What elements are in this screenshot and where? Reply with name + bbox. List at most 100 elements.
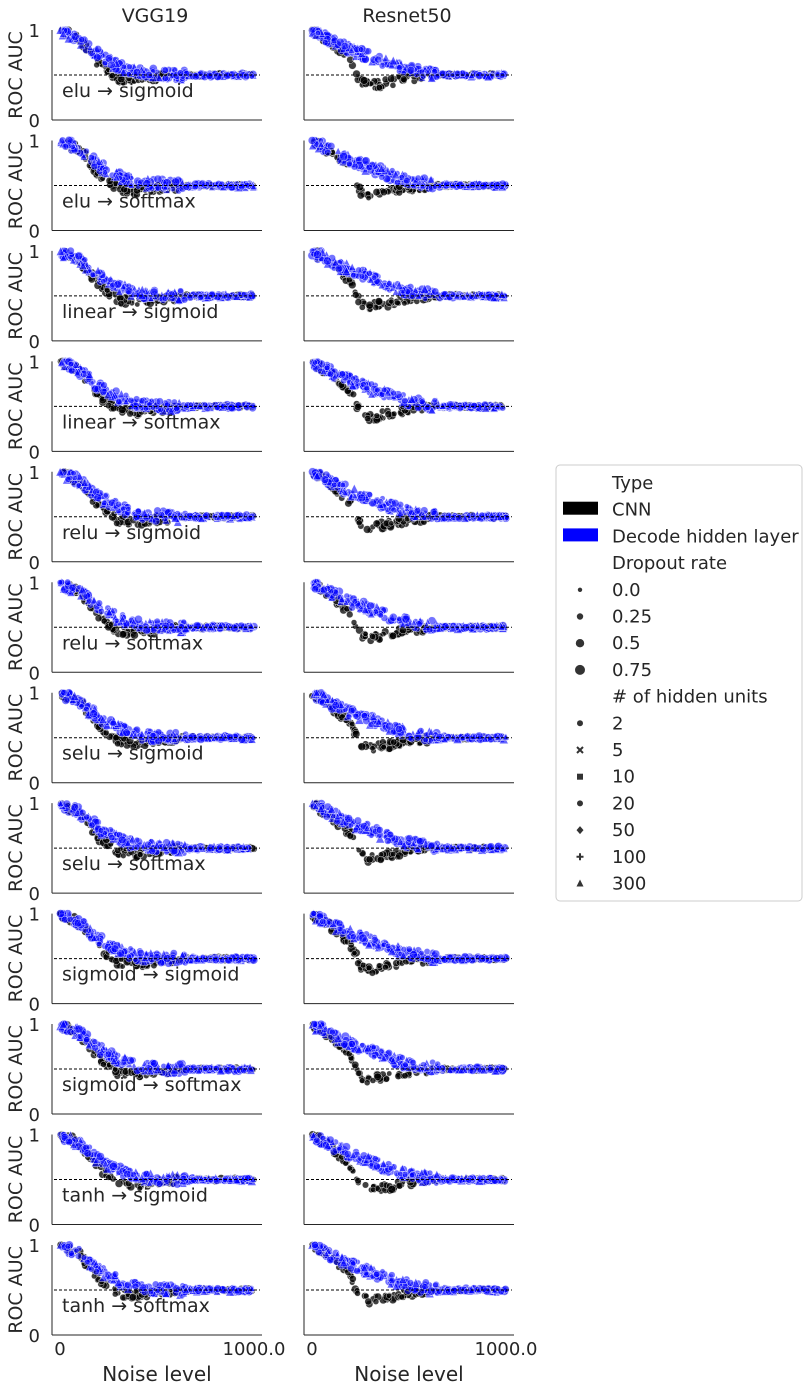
- data-point-decode: [66, 246, 75, 255]
- data-point-decode: [391, 499, 400, 508]
- scatter-points: [56, 246, 257, 309]
- data-point-cnn: [93, 61, 100, 69]
- data-point-decode: [358, 46, 365, 53]
- scatter-points: [307, 246, 509, 313]
- data-point-decode: [455, 514, 464, 523]
- data-point-decode: [431, 397, 438, 404]
- data-point-decode: [443, 180, 450, 188]
- data-point-cnn: [400, 75, 408, 83]
- facet-panel: [303, 357, 514, 452]
- data-point-decode: [98, 608, 105, 615]
- data-point-decode: [469, 623, 476, 630]
- data-point-decode: [149, 287, 159, 297]
- scatter-points: [307, 136, 510, 201]
- data-point-decode: [125, 505, 132, 512]
- data-point-decode: [197, 294, 205, 301]
- data-point-decode: [153, 174, 163, 184]
- data-point-decode: [223, 71, 232, 80]
- data-point-decode: [64, 578, 72, 586]
- y-axis-label: ROC AUC: [5, 142, 27, 230]
- data-point-cnn: [349, 721, 356, 727]
- y-tick-label: 0: [29, 442, 40, 463]
- data-point-decode: [115, 398, 123, 406]
- data-point-decode: [334, 147, 342, 155]
- data-point-decode: [102, 492, 109, 499]
- data-point-decode: [89, 271, 97, 279]
- data-point-decode: [124, 286, 134, 295]
- data-point-cnn: [389, 82, 397, 89]
- data-point-decode: [155, 397, 164, 406]
- data-point-decode: [191, 72, 200, 81]
- data-point-decode: [493, 292, 500, 299]
- y-tick-label: 1: [29, 242, 40, 263]
- data-point-decode: [468, 293, 474, 300]
- data-point-decode: [418, 398, 426, 405]
- data-point-decode: [120, 63, 127, 70]
- data-point-cnn: [388, 520, 395, 527]
- data-point-cnn: [387, 74, 396, 83]
- data-point-decode: [134, 508, 142, 515]
- data-point-decode: [60, 689, 68, 697]
- data-point-decode: [377, 498, 384, 505]
- data-point-cnn: [380, 188, 388, 196]
- data-point-decode: [109, 719, 117, 727]
- data-point-decode: [339, 481, 346, 488]
- y-axis-label: ROC AUC: [5, 31, 27, 119]
- data-point-decode: [107, 60, 116, 69]
- data-point-decode: [390, 389, 397, 397]
- data-point-decode: [381, 386, 388, 393]
- data-point-cnn: [374, 297, 383, 306]
- data-point-decode: [351, 598, 358, 605]
- data-point-decode: [378, 173, 386, 181]
- data-point-decode: [127, 397, 135, 404]
- scatter-points: [57, 577, 259, 640]
- data-point-decode: [381, 53, 391, 62]
- data-point-decode: [68, 584, 77, 592]
- data-point-decode: [445, 512, 453, 520]
- facet-panel: linear → sigmoid: [51, 246, 262, 342]
- data-point-decode: [201, 401, 209, 409]
- y-tick-label: 0: [29, 553, 40, 574]
- data-point-decode: [191, 183, 199, 190]
- data-point-decode: [311, 585, 319, 594]
- data-point-decode: [363, 384, 370, 392]
- y-tick-label: 1: [29, 573, 40, 594]
- y-tick-label: 1: [29, 684, 40, 705]
- data-point-decode: [357, 493, 366, 503]
- data-point-decode: [191, 514, 199, 522]
- data-point-cnn: [356, 519, 363, 527]
- scatter-points: [55, 467, 257, 530]
- y-tick-label: 1: [29, 21, 40, 42]
- data-point-cnn: [401, 300, 408, 307]
- y-tick-label: 1: [29, 131, 40, 152]
- data-point-decode: [57, 579, 64, 586]
- scatter-points: [308, 25, 509, 92]
- data-point-decode: [167, 290, 176, 299]
- data-point-decode: [100, 381, 108, 389]
- data-point-cnn: [385, 745, 394, 753]
- data-point-decode: [171, 177, 181, 187]
- data-point-decode: [227, 403, 236, 412]
- data-point-decode: [75, 482, 82, 489]
- data-point-decode: [218, 180, 226, 188]
- data-point-decode: [226, 733, 234, 741]
- facet-panel: [303, 688, 514, 784]
- scatter-points: [308, 688, 510, 754]
- data-point-decode: [74, 252, 83, 261]
- data-point-decode: [93, 53, 102, 62]
- y-tick-label: 0: [29, 774, 40, 795]
- data-point-decode: [350, 272, 357, 279]
- data-point-decode: [355, 266, 363, 274]
- data-point-decode: [230, 623, 239, 633]
- data-point-decode: [315, 30, 321, 37]
- data-point-decode: [339, 370, 346, 378]
- y-tick-label: 0: [29, 111, 40, 132]
- data-point-decode: [227, 183, 236, 192]
- data-point-decode: [331, 481, 338, 488]
- data-point-decode: [161, 66, 169, 74]
- scatter-points: [57, 357, 258, 420]
- data-point-decode: [153, 622, 161, 630]
- y-tick-label: 1: [29, 352, 40, 373]
- data-point-decode: [242, 72, 251, 80]
- data-point-decode: [95, 599, 103, 607]
